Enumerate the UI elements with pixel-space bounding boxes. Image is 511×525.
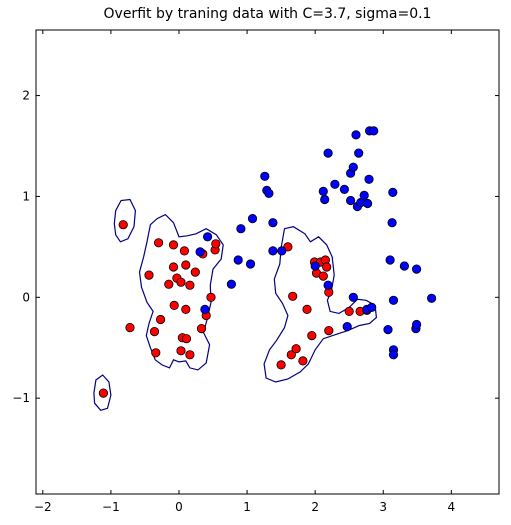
y-tick-label: −1 <box>12 391 30 405</box>
blue-data-point <box>411 319 422 330</box>
red-data-point <box>322 262 332 272</box>
blue-data-point <box>277 246 287 256</box>
red-data-point <box>288 291 298 301</box>
red-data-point <box>164 279 174 289</box>
red-data-point <box>179 246 189 256</box>
blue-data-point <box>323 148 333 158</box>
blue-data-point <box>348 162 358 172</box>
blue-data-point <box>388 295 399 305</box>
blue-data-point <box>385 255 395 265</box>
red-data-point <box>185 280 195 290</box>
plot-area-frame <box>35 29 500 495</box>
blue-data-point <box>226 279 236 289</box>
blue-data-point <box>426 293 437 303</box>
red-data-point <box>276 360 286 370</box>
x-tick-label: −2 <box>34 500 52 514</box>
red-data-point <box>176 277 186 287</box>
red-data-point <box>298 356 308 366</box>
red-data-point <box>176 346 186 356</box>
data-points-group <box>98 126 437 398</box>
blue-data-point <box>330 179 340 189</box>
blue-data-point <box>195 247 205 257</box>
blue-data-point <box>388 350 399 360</box>
blue-data-point <box>354 148 364 158</box>
blue-data-point <box>203 232 213 242</box>
red-data-point <box>181 304 191 314</box>
red-data-point <box>169 300 179 310</box>
red-data-point <box>181 260 191 270</box>
red-data-point <box>168 240 179 250</box>
blue-data-point <box>247 214 258 224</box>
blue-data-point <box>260 171 270 181</box>
y-tick-label: 2 <box>22 89 30 103</box>
blue-data-point <box>388 187 398 197</box>
decision-boundary-group <box>93 198 378 411</box>
red-data-point <box>211 239 221 249</box>
blue-data-point <box>369 126 379 136</box>
red-data-point <box>196 323 207 334</box>
blue-data-point <box>399 261 409 271</box>
red-data-point <box>185 350 195 360</box>
decision-boundary-2 <box>93 374 112 411</box>
decision-boundary-1 <box>113 198 137 243</box>
blue-data-point <box>367 302 377 312</box>
red-data-point <box>344 306 354 316</box>
red-data-point <box>98 388 109 398</box>
red-data-point <box>151 348 161 358</box>
y-tick-label: 0 <box>22 290 30 304</box>
x-tick-label: 1 <box>243 500 251 514</box>
blue-data-point <box>362 198 373 209</box>
red-data-point <box>154 238 164 248</box>
chart-title: Overfit by traning data with C=3.7, sigm… <box>103 6 432 22</box>
axis-ticks-group: −2 −1 0 1 2 3 4 −1 0 1 2 <box>12 30 499 514</box>
x-tick-label: 2 <box>311 500 319 514</box>
red-data-point <box>125 322 135 333</box>
blue-data-point <box>345 195 356 206</box>
blue-data-point <box>348 292 358 302</box>
red-data-point <box>144 270 154 280</box>
red-data-point <box>302 304 312 314</box>
blue-data-point <box>342 321 352 332</box>
blue-data-point <box>268 218 278 228</box>
decision-boundary-3 <box>138 213 224 371</box>
blue-data-point <box>383 324 393 335</box>
y-tick-label: 1 <box>22 189 30 203</box>
red-data-point <box>149 326 160 337</box>
blue-data-point <box>200 304 210 314</box>
blue-data-point <box>323 280 333 290</box>
blue-data-point <box>411 264 422 274</box>
red-data-point <box>206 292 216 302</box>
blue-data-point <box>268 246 278 256</box>
red-data-point <box>190 267 200 277</box>
blue-data-point <box>387 218 397 228</box>
red-data-point <box>291 344 301 354</box>
blue-data-point <box>339 184 349 194</box>
x-tick-label: 0 <box>175 500 183 514</box>
red-data-point <box>318 271 328 281</box>
red-data-point <box>181 334 192 344</box>
red-data-point <box>324 325 334 336</box>
blue-data-point <box>359 190 369 200</box>
blue-data-point <box>233 255 243 265</box>
blue-data-point <box>245 259 256 269</box>
red-data-point <box>118 220 128 230</box>
red-data-point <box>307 330 317 341</box>
blue-data-point <box>320 194 330 205</box>
x-tick-label: 4 <box>448 500 456 514</box>
red-data-point <box>156 314 166 325</box>
blue-data-point <box>310 261 320 271</box>
red-data-point <box>286 350 296 360</box>
x-tick-label: 3 <box>379 500 387 514</box>
blue-data-point <box>236 224 246 234</box>
blue-data-point <box>318 186 328 196</box>
blue-data-point <box>264 188 274 198</box>
x-tick-label: −1 <box>102 500 120 514</box>
blue-data-point <box>351 130 361 140</box>
blue-data-point <box>364 174 374 184</box>
red-data-point <box>168 262 179 272</box>
